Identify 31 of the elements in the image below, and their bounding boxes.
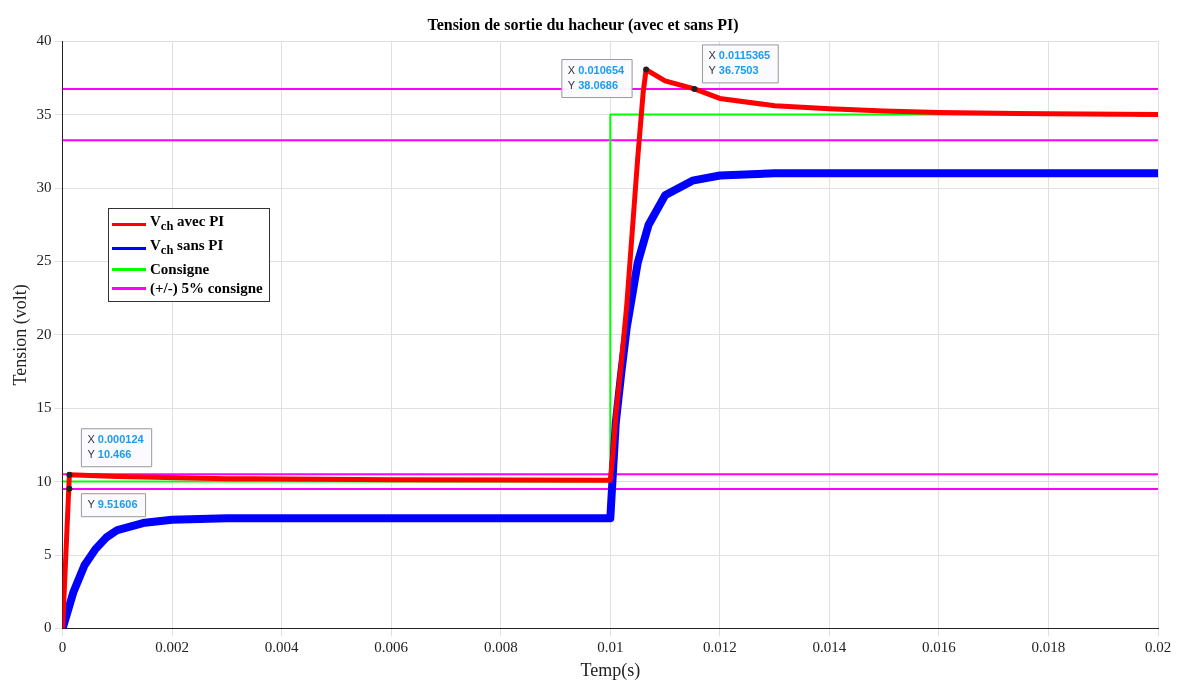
- y-tick-label: 40: [36, 32, 52, 49]
- x-tick-label: 0.008: [483, 639, 518, 656]
- x-tick-label: 0: [58, 639, 67, 656]
- y-tick-label: 0: [44, 619, 52, 636]
- annotation: Y 9.51606: [87, 497, 138, 510]
- y-tick-label: 10: [36, 472, 52, 489]
- x-tick-label: 0.01: [597, 639, 624, 656]
- legend-label: (+/-) 5% consigne: [150, 279, 263, 298]
- y-tick-label: 35: [36, 105, 52, 122]
- y-tick-label: 15: [36, 399, 52, 416]
- x-tick-label: 0.018: [1031, 639, 1066, 656]
- chart-title: Tension de sortie du hacheur (avec et sans PI): [427, 15, 739, 34]
- y-tick-label: 5: [44, 545, 52, 562]
- x-tick-label: 0.02: [1144, 639, 1172, 656]
- x-tick-label: 0.014: [812, 639, 847, 656]
- annotation: X 0.0115365 Y 36.7503: [708, 48, 771, 76]
- x-tick-label: 0.006: [374, 639, 409, 656]
- annotation: X 0.000124 Y 10.466: [87, 432, 145, 460]
- y-axis-title: Tension (volt): [9, 284, 31, 386]
- x-tick-label: 0.002: [155, 639, 190, 656]
- y-tick-label: 30: [36, 178, 52, 195]
- x-tick-label: 0.016: [922, 639, 957, 656]
- legend-label: Consigne: [150, 260, 210, 279]
- x-tick-label: 0.012: [702, 639, 737, 656]
- legend-label: V$_{ch}$ sans PI: [150, 236, 224, 259]
- y-tick-label: 25: [36, 252, 52, 269]
- y-tick-label: 20: [36, 325, 52, 342]
- legend-label: V$_{ch}$ avec PI: [150, 212, 225, 235]
- annotation: X 0.010654 Y 38.0686: [567, 63, 625, 91]
- x-tick-label: 0.004: [264, 639, 300, 656]
- x-axis-title: Temp(s): [580, 659, 641, 681]
